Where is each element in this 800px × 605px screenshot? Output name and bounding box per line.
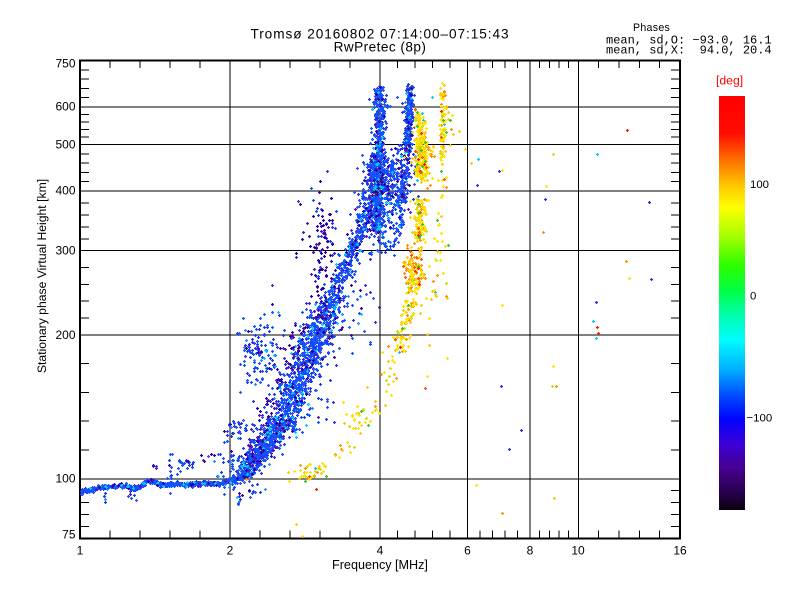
svg-text:Stationary phase Virtual Heigh: Stationary phase Virtual Height [km]	[35, 179, 49, 373]
svg-text:16: 16	[673, 544, 687, 558]
svg-text:400: 400	[55, 184, 75, 198]
svg-text:1: 1	[77, 544, 84, 558]
svg-text:100: 100	[55, 472, 75, 486]
svg-text:Tromsø 20160802 07:14:00–07:15: Tromsø 20160802 07:14:00–07:15:43	[250, 27, 509, 42]
svg-text:750: 750	[55, 57, 75, 71]
svg-text:Frequency [MHz]: Frequency [MHz]	[332, 558, 428, 572]
svg-text:mean, sd,O: −93.0, 16.1: mean, sd,O: −93.0, 16.1	[606, 34, 772, 48]
svg-text:75: 75	[62, 528, 76, 542]
svg-text:RwPretec (8p): RwPretec (8p)	[334, 39, 427, 54]
svg-text:10: 10	[571, 544, 585, 558]
svg-text:−100: −100	[747, 413, 773, 425]
svg-text:600: 600	[55, 99, 75, 113]
svg-text:[deg]: [deg]	[716, 74, 743, 88]
svg-text:500: 500	[55, 137, 75, 151]
svg-text:Phases: Phases	[633, 22, 670, 34]
svg-text:4: 4	[377, 544, 384, 558]
svg-text:0: 0	[750, 291, 756, 303]
svg-text:6: 6	[464, 544, 471, 558]
svg-text:200: 200	[55, 328, 75, 342]
svg-text:8: 8	[527, 544, 534, 558]
svg-text:2: 2	[227, 544, 234, 558]
svg-text:100: 100	[750, 179, 769, 191]
svg-text:300: 300	[55, 244, 75, 258]
svg-text:mean, sd,X: 94.0, 20.4: mean, sd,X: 94.0, 20.4	[606, 44, 772, 58]
